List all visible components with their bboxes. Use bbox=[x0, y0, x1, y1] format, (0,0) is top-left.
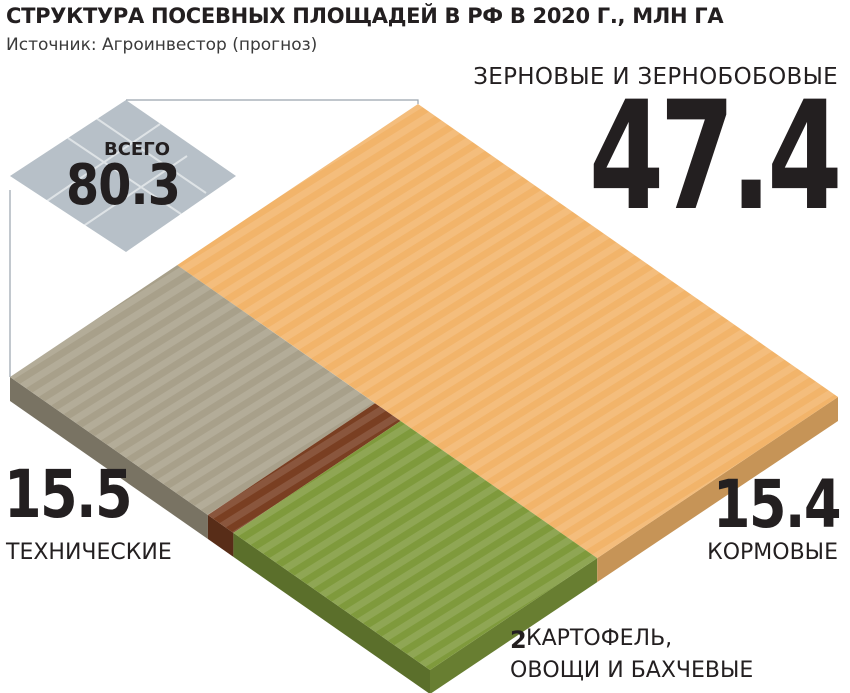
total-label: ВСЕГО bbox=[104, 139, 170, 160]
isometric-slab bbox=[10, 104, 838, 693]
total-value: 80.3 bbox=[66, 153, 181, 218]
chart-source: Источник: Агроинвестор (прогноз) bbox=[6, 35, 318, 55]
side-face-left-2 bbox=[233, 532, 430, 693]
segment-value-grain: 47.4 bbox=[588, 70, 843, 244]
segment-label-technical: ТЕХНИЧЕСКИЕ bbox=[6, 540, 172, 565]
segment-value-fodder: 15.4 bbox=[713, 466, 842, 543]
side-face-right-1 bbox=[597, 397, 838, 583]
total-connector-lines bbox=[9, 99, 419, 377]
segment-label-fodder: КОРМОВЫЕ bbox=[707, 540, 838, 565]
side-face-left-0 bbox=[10, 377, 208, 539]
connector-top bbox=[126, 99, 419, 104]
segment-value-technical: 15.5 bbox=[4, 456, 133, 533]
segment-label-grain: ЗЕРНОВЫЕ И ЗЕРНОБОБОВЫЕ bbox=[473, 64, 838, 90]
segment-fodder-texture bbox=[233, 421, 598, 670]
total-badge-grid bbox=[46, 117, 207, 228]
segment-value-potato: 2 bbox=[510, 626, 527, 654]
segment-label-potato-line2: ОВОЩИ И БАХЧЕВЫЕ bbox=[510, 658, 754, 683]
segment-grain-texture bbox=[177, 104, 838, 559]
segment-potato-texture bbox=[207, 403, 401, 533]
side-face-right-0 bbox=[430, 558, 598, 693]
segment-label-potato-line1: КАРТОФЕЛЬ, bbox=[526, 626, 673, 651]
side-face-left-1 bbox=[207, 515, 234, 557]
segment-technical-texture bbox=[10, 265, 375, 515]
chart-title: СТРУКТУРА ПОСЕВНЫХ ПЛОЩАДЕЙ В РФ В 2020 … bbox=[6, 4, 724, 28]
total-badge bbox=[10, 100, 236, 252]
